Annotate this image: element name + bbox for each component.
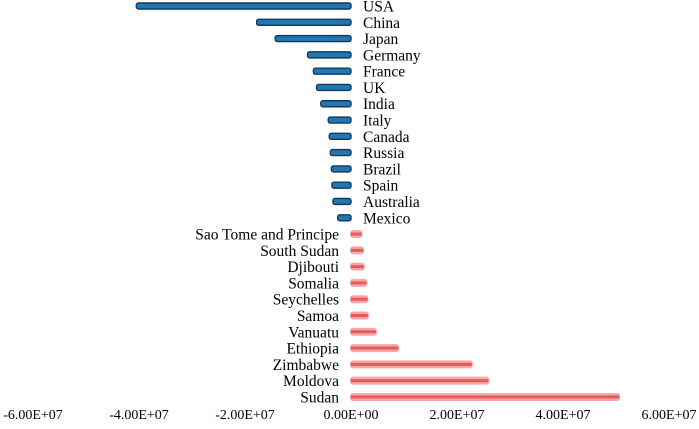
- category-label: Djibouti: [287, 259, 339, 276]
- bar-inner: [351, 265, 364, 269]
- x-tick-label: 6.00E+07: [642, 408, 697, 423]
- bar: [331, 181, 352, 189]
- category-label: Vanuatu: [288, 324, 339, 341]
- category-label: Canada: [363, 129, 410, 146]
- bar-inner: [351, 362, 472, 366]
- category-label: Mexico: [363, 210, 411, 227]
- category-label: Zimbabwe: [273, 357, 339, 374]
- category-label: France: [363, 64, 405, 81]
- bar-inner: [351, 395, 620, 399]
- category-label: Spain: [363, 178, 399, 195]
- x-tick-label: -2.00E+07: [215, 408, 275, 423]
- category-label: UK: [363, 80, 386, 97]
- category-label: South Sudan: [260, 243, 339, 260]
- category-label: Ethiopia: [286, 341, 339, 358]
- bar-inner: [351, 314, 368, 318]
- bar: [315, 83, 352, 92]
- bar: [330, 165, 352, 173]
- category-label: Russia: [363, 145, 404, 162]
- category-label: Brazil: [363, 161, 401, 178]
- category-label: China: [363, 15, 400, 32]
- x-tick-label: -4.00E+07: [109, 408, 169, 423]
- bar: [332, 197, 352, 206]
- bar: [255, 18, 352, 26]
- x-tick-label: -6.00E+07: [3, 408, 63, 423]
- bar-inner: [351, 346, 399, 350]
- bar-inner: [351, 330, 376, 334]
- category-label: Moldova: [283, 373, 339, 390]
- category-label: Germany: [363, 47, 421, 64]
- category-label: Seychelles: [273, 292, 339, 309]
- bar: [328, 132, 352, 141]
- category-label: Somalia: [288, 275, 339, 292]
- category-label: Sao Tome and Principe: [195, 227, 339, 244]
- bar: [306, 51, 352, 59]
- category-label: Italy: [363, 113, 392, 130]
- category-label: India: [363, 96, 395, 113]
- x-tick-label: 2.00E+07: [430, 408, 485, 423]
- bar: [135, 2, 352, 10]
- x-tick-label: 4.00E+07: [536, 408, 591, 423]
- bar-inner: [351, 379, 489, 383]
- bar: [274, 34, 352, 43]
- bar: [337, 214, 352, 222]
- x-tick-label: 0.00E+00: [324, 408, 379, 423]
- bar-inner: [351, 232, 362, 236]
- category-label: Japan: [363, 31, 399, 48]
- bar: [312, 67, 352, 75]
- category-label: Sudan: [300, 389, 339, 406]
- bar-inner: [351, 248, 364, 252]
- bar: [327, 116, 352, 124]
- bar-inner: [351, 297, 368, 301]
- category-label: Samoa: [297, 308, 339, 325]
- bar-inner: [351, 281, 367, 285]
- bar: [329, 148, 352, 157]
- bar: [320, 100, 352, 108]
- category-label: Australia: [363, 194, 420, 211]
- category-label: USA: [363, 0, 395, 16]
